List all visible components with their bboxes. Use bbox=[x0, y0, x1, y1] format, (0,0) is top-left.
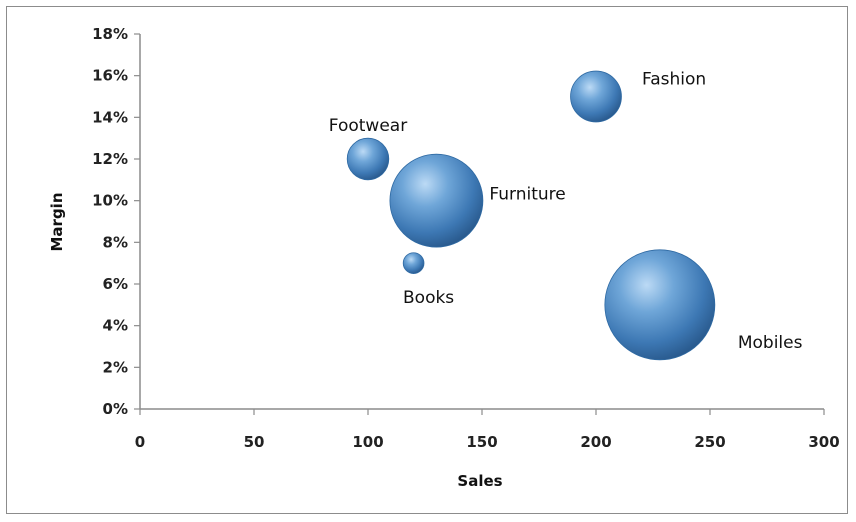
bubble-label-mobiles: Mobiles bbox=[738, 333, 803, 353]
x-axis-title: Sales bbox=[457, 472, 502, 490]
y-tick-label: 14% bbox=[92, 108, 128, 126]
y-tick-label: 18% bbox=[92, 25, 128, 43]
bubble-books bbox=[402, 252, 425, 274]
y-tick-label: 8% bbox=[103, 233, 128, 251]
bubbles-layer bbox=[346, 70, 716, 361]
y-tick-label: 4% bbox=[103, 317, 128, 335]
y-tick-label: 10% bbox=[92, 192, 128, 210]
y-tick-label: 6% bbox=[103, 275, 128, 293]
y-axis-title: Margin bbox=[48, 192, 66, 251]
x-tick-label: 250 bbox=[694, 433, 725, 451]
x-tick-label: 100 bbox=[352, 433, 383, 451]
bubble-label-footwear: Footwear bbox=[329, 116, 407, 136]
x-tick-label: 300 bbox=[808, 433, 839, 451]
x-tick-label: 50 bbox=[244, 433, 265, 451]
y-tick-label: 16% bbox=[92, 67, 128, 85]
bubble-label-fashion: Fashion bbox=[642, 70, 706, 90]
y-tick-label: 12% bbox=[92, 150, 128, 168]
bubble-label-furniture: Furniture bbox=[489, 185, 565, 205]
x-tick-label: 200 bbox=[580, 433, 611, 451]
bubble-fashion bbox=[570, 70, 622, 123]
bubble-label-books: Books bbox=[403, 288, 454, 308]
bubble-mobiles bbox=[604, 249, 716, 361]
x-tick-label: 0 bbox=[135, 433, 145, 451]
y-tick-label: 2% bbox=[103, 358, 128, 376]
bubble-furniture bbox=[389, 153, 484, 248]
labels-layer: Fashion Footwear Furniture Books Mobiles bbox=[329, 70, 803, 353]
y-tick-label: 0% bbox=[103, 400, 128, 418]
axes: 0% 2% 4% 6% 8% 10% 12% 14% 16% 18% 0 50 100 150 200 250… bbox=[92, 25, 840, 451]
bubble-footwear bbox=[346, 137, 390, 181]
x-tick-label: 150 bbox=[466, 433, 497, 451]
chart-frame bbox=[6, 6, 848, 514]
